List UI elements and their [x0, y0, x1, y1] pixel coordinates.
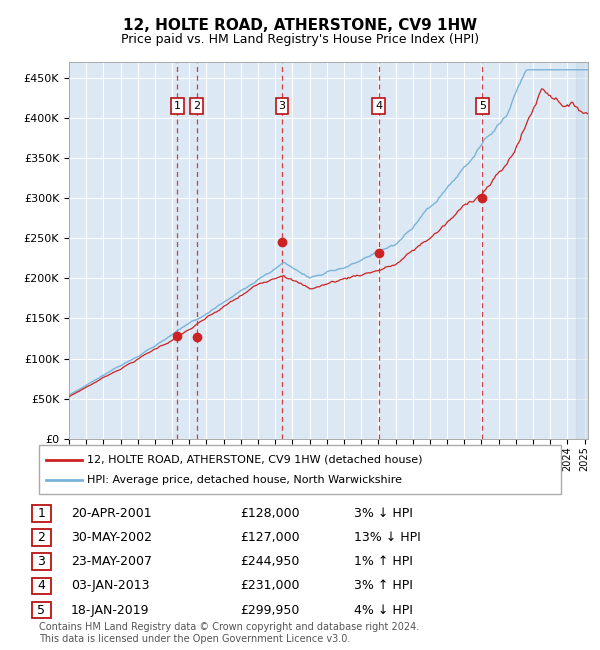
Text: 03-JAN-2013: 03-JAN-2013	[71, 580, 149, 593]
Text: £128,000: £128,000	[240, 507, 299, 520]
Text: 2: 2	[193, 101, 200, 111]
Text: 4% ↓ HPI: 4% ↓ HPI	[354, 603, 413, 616]
Text: 13% ↓ HPI: 13% ↓ HPI	[354, 532, 421, 544]
Text: 12, HOLTE ROAD, ATHERSTONE, CV9 1HW (detached house): 12, HOLTE ROAD, ATHERSTONE, CV9 1HW (det…	[87, 455, 422, 465]
Text: 12, HOLTE ROAD, ATHERSTONE, CV9 1HW: 12, HOLTE ROAD, ATHERSTONE, CV9 1HW	[123, 18, 477, 33]
Text: 4: 4	[375, 101, 382, 111]
Text: £231,000: £231,000	[240, 580, 299, 593]
Text: 3% ↑ HPI: 3% ↑ HPI	[354, 580, 413, 593]
Text: 18-JAN-2019: 18-JAN-2019	[71, 603, 149, 616]
Text: £299,950: £299,950	[240, 603, 299, 616]
Text: 3% ↓ HPI: 3% ↓ HPI	[354, 507, 413, 520]
Text: 30-MAY-2002: 30-MAY-2002	[71, 532, 152, 544]
Text: Contains HM Land Registry data © Crown copyright and database right 2024.
This d: Contains HM Land Registry data © Crown c…	[39, 622, 419, 644]
Text: £127,000: £127,000	[240, 532, 299, 544]
Text: 3: 3	[278, 101, 286, 111]
Text: 5: 5	[37, 603, 46, 616]
Text: 4: 4	[37, 580, 46, 593]
Text: 5: 5	[479, 101, 486, 111]
Text: 3: 3	[37, 555, 46, 568]
Text: £244,950: £244,950	[240, 555, 299, 568]
Text: 23-MAY-2007: 23-MAY-2007	[71, 555, 152, 568]
Text: 2: 2	[37, 532, 46, 544]
Text: HPI: Average price, detached house, North Warwickshire: HPI: Average price, detached house, Nort…	[87, 475, 402, 486]
Text: 1: 1	[174, 101, 181, 111]
Text: Price paid vs. HM Land Registry's House Price Index (HPI): Price paid vs. HM Land Registry's House …	[121, 32, 479, 46]
Bar	[576, 62, 593, 439]
Text: 1% ↑ HPI: 1% ↑ HPI	[354, 555, 413, 568]
Text: 1: 1	[37, 507, 46, 520]
Text: 20-APR-2001: 20-APR-2001	[71, 507, 151, 520]
